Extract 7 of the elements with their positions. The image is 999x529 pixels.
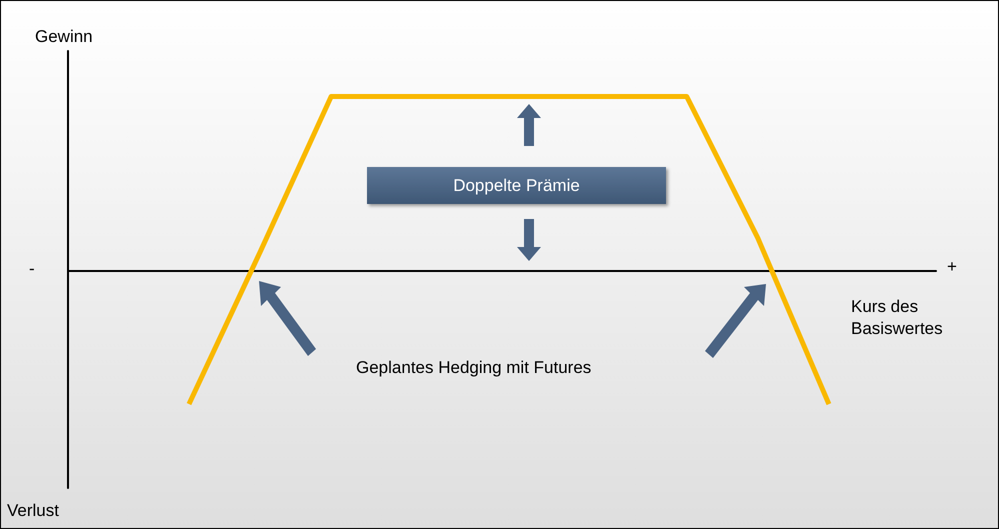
text-box: Doppelte Prämie: [367, 167, 666, 204]
y-axis-title: Gewinn: [35, 27, 93, 47]
text: Verlust: [7, 501, 59, 521]
x-axis-title: Kurs des Basiswertes: [851, 296, 944, 340]
text: +: [947, 257, 957, 277]
annotation: Geplantes Hedging mit Futures: [356, 358, 592, 378]
text: -: [29, 259, 35, 279]
